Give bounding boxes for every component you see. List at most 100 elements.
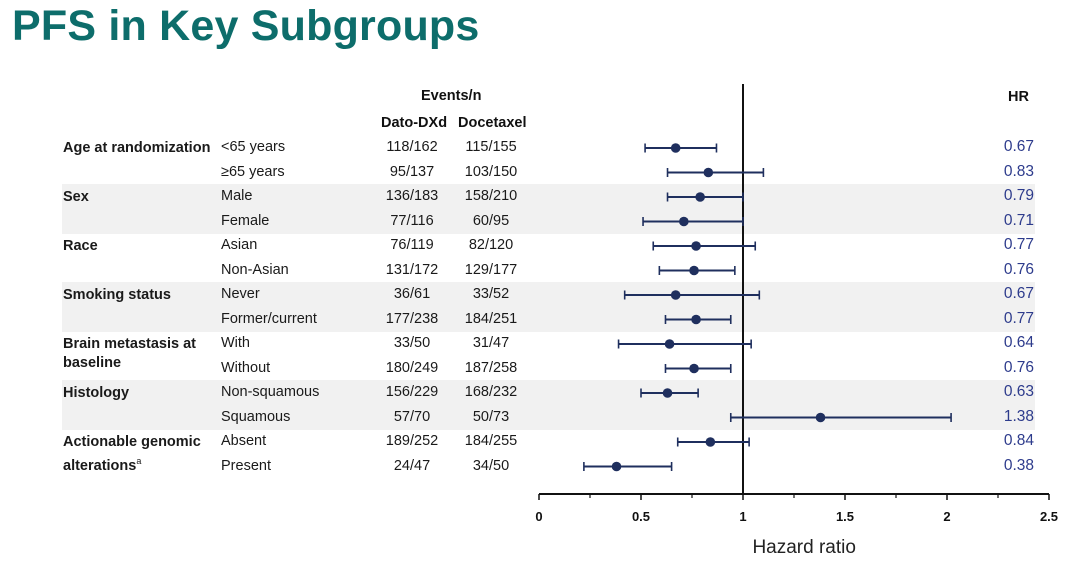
hr-value: 0.77 <box>1003 309 1034 327</box>
subgroup-label-text: Sex <box>63 189 89 205</box>
events-docetaxel: 82/120 <box>468 237 514 253</box>
hr-value: 0.84 <box>1003 432 1034 449</box>
hr-point <box>691 241 701 251</box>
events-docetaxel: 115/155 <box>465 139 517 155</box>
subgroup-level: Never <box>221 286 260 302</box>
subgroup-level: <65 years <box>221 139 286 155</box>
events-dato: 24/47 <box>393 457 431 474</box>
hr-value: 0.77 <box>1003 236 1034 253</box>
subgroup-label-text: Age at randomization <box>63 140 211 156</box>
subgroup-label: Sex <box>63 188 89 207</box>
footnote-marker: a <box>136 456 142 466</box>
hr-value: 0.64 <box>1003 334 1034 351</box>
hr-header: HR <box>1008 89 1029 105</box>
subgroup-label-text: Actionable genomic alterations <box>63 434 201 474</box>
hr-value: 1.38 <box>1003 407 1034 425</box>
row-band <box>62 282 1035 332</box>
events-dato: 33/50 <box>393 335 431 351</box>
x-tick-label: 1.5 <box>836 509 854 524</box>
events-docetaxel: 184/255 <box>464 433 518 449</box>
x-tick-label: 2.5 <box>1040 509 1058 524</box>
events-docetaxel: 187/258 <box>464 359 518 376</box>
events-dato: 95/137 <box>389 163 435 180</box>
hr-point <box>705 437 716 447</box>
x-tick-label: 0.5 <box>632 509 650 524</box>
x-tick-label: 0 <box>535 509 542 524</box>
subgroup-level: Former/current <box>221 310 317 327</box>
subgroup-level: With <box>221 335 250 351</box>
subgroup-level: ≥65 years <box>221 163 285 180</box>
page-title: PFS in Key Subgroups <box>12 2 480 50</box>
events-dato: 76/119 <box>390 237 434 253</box>
events-docetaxel: 103/150 <box>464 163 518 180</box>
subgroup-level: Female <box>221 212 270 229</box>
hr-value: 0.38 <box>1003 456 1034 474</box>
events-docetaxel: 168/232 <box>464 384 518 400</box>
hr-point <box>691 314 701 325</box>
subgroup-label-text: Race <box>63 238 98 254</box>
hr-value: 0.76 <box>1003 260 1034 278</box>
hr-point <box>689 265 699 276</box>
hr-point <box>689 363 699 374</box>
subgroup-label: Actionable genomic alterationsa <box>63 433 205 476</box>
hr-value: 0.83 <box>1003 162 1034 180</box>
subgroup-label-text: Brain metastasis at baseline <box>63 336 196 371</box>
subgroup-level: Without <box>221 359 271 376</box>
subgroup-level: Squamous <box>221 408 291 425</box>
events-docetaxel: 33/52 <box>472 286 510 302</box>
events-dato: 118/162 <box>386 139 438 155</box>
events-docetaxel: 184/251 <box>464 310 518 327</box>
events-docetaxel: 31/47 <box>472 335 510 351</box>
hr-value: 0.63 <box>1003 383 1034 400</box>
subgroup-label-text: Histology <box>63 385 130 401</box>
hr-point <box>611 461 622 472</box>
subgroup-level: Asian <box>221 237 258 253</box>
events-dato: 136/183 <box>385 188 439 204</box>
events-docetaxel: 158/210 <box>464 188 518 204</box>
subgroup-level: Present <box>221 457 271 474</box>
hr-value: 0.71 <box>1003 211 1034 229</box>
subgroup-level: Non-Asian <box>221 261 289 278</box>
subgroup-label: Brain metastasis at baseline <box>63 335 205 373</box>
x-tick-label: 1 <box>739 509 746 524</box>
hr-value: 0.76 <box>1003 358 1034 376</box>
subgroup-label: Smoking status <box>63 286 171 305</box>
events-docetaxel: 60/95 <box>472 212 510 229</box>
events-dato: 156/229 <box>385 384 439 400</box>
events-docetaxel: 129/177 <box>464 261 518 278</box>
subgroup-level: Non-squamous <box>221 384 320 400</box>
events-dato: 57/70 <box>393 408 431 425</box>
hr-value: 0.79 <box>1003 187 1034 204</box>
subgroup-level: Absent <box>221 433 267 449</box>
hr-point <box>815 412 826 423</box>
row-band <box>62 380 1035 430</box>
events-dato: 131/172 <box>385 261 439 278</box>
subgroup-level: Male <box>221 188 253 204</box>
hr-point <box>703 167 714 178</box>
hr-point <box>679 216 689 227</box>
hr-point <box>662 388 673 398</box>
events-dato: 77/116 <box>390 212 434 229</box>
events-dato: 36/61 <box>393 286 431 302</box>
subgroup-label: Histology <box>63 384 129 403</box>
hr-point <box>670 290 681 300</box>
subgroup-label: Race <box>63 237 98 256</box>
hr-point <box>670 143 681 153</box>
hr-point <box>695 192 705 202</box>
hr-point <box>664 339 675 349</box>
events-dato: 177/238 <box>385 310 439 327</box>
hr-value: 0.67 <box>1003 138 1034 155</box>
hr-value: 0.67 <box>1003 285 1034 302</box>
x-axis-title: Hazard ratio <box>752 537 856 558</box>
events-dato: 189/252 <box>385 433 439 449</box>
events-header: Events/n <box>421 88 482 104</box>
subgroup-label: Age at randomization <box>63 139 210 158</box>
events-dato: 180/249 <box>385 359 439 376</box>
arm1-header: Dato-DXd <box>381 115 448 131</box>
row-band <box>62 184 1035 234</box>
events-docetaxel: 34/50 <box>472 457 510 474</box>
arm2-header: Docetaxel <box>458 115 527 131</box>
x-tick-label: 2 <box>943 509 950 524</box>
events-docetaxel: 50/73 <box>472 408 510 425</box>
